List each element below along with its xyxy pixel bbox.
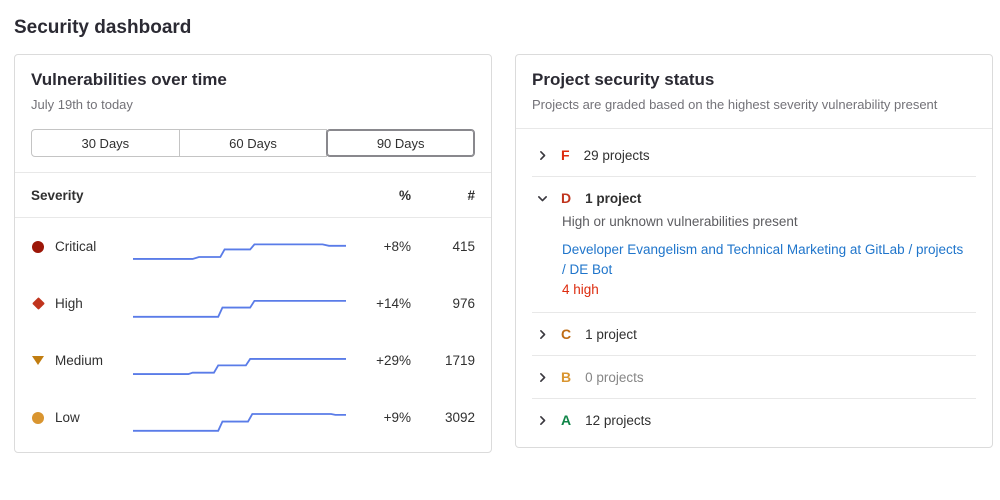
vulnerability-count: 1719 xyxy=(444,353,475,368)
sparkline-critical xyxy=(133,236,346,264)
severity-label: Critical xyxy=(55,239,97,254)
grade-item-d: D 1 project High or unknown vulnerabilit… xyxy=(532,177,976,314)
sparkline-medium xyxy=(133,350,346,378)
severity-row-high: High +14% 976 xyxy=(15,275,491,332)
percent-change: +29% xyxy=(376,353,411,368)
page-title: Security dashboard xyxy=(14,17,192,38)
grade-item-a: A 12 projects xyxy=(532,399,976,441)
project-severity-counts: 4 high xyxy=(562,282,599,298)
grade-d-description: High or unknown vulnerabilities present xyxy=(562,214,798,229)
date-range-selector: 30 Days 60 Days 90 Days xyxy=(31,129,476,157)
grade-d-details: High or unknown vulnerabilities present … xyxy=(562,214,976,312)
grade-letter-c: C xyxy=(561,326,572,343)
severity-label: Low xyxy=(55,410,80,425)
grade-project-count: 0 projects xyxy=(585,369,644,385)
status-panel-header: Project security status Projects are gra… xyxy=(516,55,992,129)
range-button-30-days[interactable]: 30 Days xyxy=(31,129,180,157)
grade-row-f[interactable]: F 29 projects xyxy=(532,134,976,176)
grade-row-c[interactable]: C 1 project xyxy=(532,313,976,355)
chevron-right-icon xyxy=(540,329,546,339)
column-header-severity: Severity xyxy=(31,187,84,203)
grade-row-b[interactable]: B 0 projects xyxy=(532,356,976,398)
project-link[interactable]: Developer Evangelism and Technical Marke… xyxy=(562,242,964,277)
grade-project-count: 1 project xyxy=(585,190,642,206)
severity-label: High xyxy=(55,296,83,311)
range-button-60-days[interactable]: 60 Days xyxy=(178,129,328,157)
grade-item-b: B 0 projects xyxy=(532,356,976,400)
grade-letter-b: B xyxy=(561,369,572,386)
severity-row-critical: Critical +8% 415 xyxy=(15,218,491,275)
grade-row-d[interactable]: D 1 project xyxy=(532,177,976,219)
severity-row-medium: Medium +29% 1719 xyxy=(15,332,491,389)
grade-letter-d: D xyxy=(561,190,572,206)
vuln-panel-date-range: July 19th to today xyxy=(31,97,133,112)
chevron-right-icon xyxy=(540,415,546,425)
severity-row-low: Low +9% 3092 xyxy=(15,389,491,446)
column-header-count: # xyxy=(467,187,475,203)
status-panel-title: Project security status xyxy=(532,70,715,89)
grade-item-c: C 1 project xyxy=(532,313,976,357)
severity-table-header: Severity % # xyxy=(15,173,491,218)
chevron-right-icon xyxy=(540,150,546,160)
vulnerability-count: 976 xyxy=(452,296,475,311)
sparkline-low xyxy=(133,407,346,435)
vuln-panel-title: Vulnerabilities over time xyxy=(31,70,227,89)
chevron-right-icon xyxy=(540,372,546,382)
grade-row-a[interactable]: A 12 projects xyxy=(532,399,976,441)
percent-change: +14% xyxy=(376,296,411,311)
grade-letter-a: A xyxy=(561,412,572,429)
grade-accordion: F 29 projects D 1 project High or unknow… xyxy=(516,129,992,447)
grade-item-f: F 29 projects xyxy=(532,134,976,177)
grade-project-count: 29 projects xyxy=(583,147,650,163)
percent-change: +8% xyxy=(383,239,411,254)
dashboard-panels: Vulnerabilities over time July 19th to t… xyxy=(14,54,993,453)
grade-letter-f: F xyxy=(561,147,570,163)
vulnerability-count: 415 xyxy=(452,239,475,254)
column-header-percent: % xyxy=(398,187,411,203)
severity-label: Medium xyxy=(55,353,104,368)
status-panel-subtitle: Projects are graded based on the highest… xyxy=(532,97,938,112)
range-button-90-days[interactable]: 90 Days xyxy=(326,129,476,157)
project-security-status-panel: Project security status Projects are gra… xyxy=(515,54,993,449)
severity-critical-icon xyxy=(32,240,44,253)
severity-table: Severity % # Critical +8% 415 High +14% … xyxy=(15,172,491,452)
sparkline-high xyxy=(133,293,346,321)
vulnerabilities-over-time-panel: Vulnerabilities over time July 19th to t… xyxy=(14,54,492,453)
grade-project-count: 12 projects xyxy=(585,412,652,428)
vulnerability-count: 3092 xyxy=(444,410,475,425)
percent-change: +9% xyxy=(383,410,411,425)
severity-high-icon xyxy=(31,297,45,310)
grade-project-count: 1 project xyxy=(585,326,637,342)
vuln-panel-header: Vulnerabilities over time July 19th to t… xyxy=(15,55,491,112)
severity-low-icon xyxy=(32,411,44,424)
chevron-down-icon xyxy=(538,195,547,201)
severity-medium-icon xyxy=(32,356,44,365)
